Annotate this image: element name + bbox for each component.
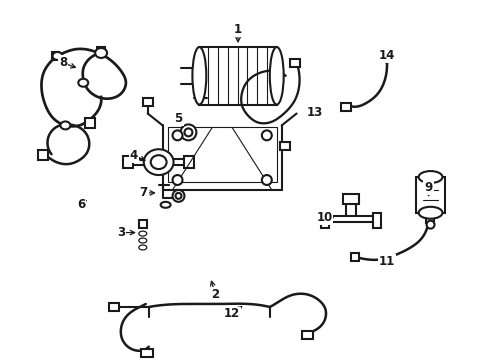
Circle shape bbox=[262, 130, 271, 140]
Bar bbox=[122, 156, 133, 168]
Bar bbox=[139, 220, 146, 228]
Circle shape bbox=[426, 221, 434, 229]
Ellipse shape bbox=[139, 231, 146, 236]
Bar bbox=[341, 103, 350, 111]
Text: 5: 5 bbox=[174, 112, 182, 125]
Text: 9: 9 bbox=[424, 181, 432, 194]
Bar bbox=[350, 253, 358, 261]
Circle shape bbox=[184, 129, 192, 136]
Ellipse shape bbox=[139, 238, 146, 243]
Bar bbox=[141, 349, 152, 357]
Text: 14: 14 bbox=[378, 49, 394, 63]
Ellipse shape bbox=[95, 48, 107, 58]
Circle shape bbox=[172, 130, 182, 140]
Ellipse shape bbox=[139, 245, 146, 250]
Text: 1: 1 bbox=[234, 23, 242, 36]
Text: 13: 13 bbox=[305, 106, 322, 119]
Circle shape bbox=[262, 175, 271, 185]
Bar bbox=[85, 118, 95, 129]
Text: 3: 3 bbox=[117, 226, 125, 239]
Bar bbox=[97, 47, 105, 53]
Text: 8: 8 bbox=[59, 57, 67, 69]
Ellipse shape bbox=[78, 79, 88, 87]
Ellipse shape bbox=[418, 171, 442, 183]
Ellipse shape bbox=[150, 155, 166, 169]
Text: 2: 2 bbox=[211, 288, 219, 301]
Bar bbox=[184, 156, 194, 168]
Bar bbox=[142, 98, 152, 105]
Ellipse shape bbox=[418, 207, 442, 219]
Text: 4: 4 bbox=[129, 149, 138, 162]
Bar bbox=[109, 303, 119, 311]
Circle shape bbox=[180, 125, 196, 140]
Bar bbox=[279, 142, 289, 150]
Text: 12: 12 bbox=[224, 307, 240, 320]
Bar bbox=[38, 150, 47, 160]
Ellipse shape bbox=[61, 121, 70, 129]
Bar bbox=[301, 331, 313, 339]
Text: 10: 10 bbox=[316, 211, 332, 224]
Ellipse shape bbox=[192, 47, 206, 105]
Bar bbox=[415, 177, 445, 213]
Bar bbox=[199, 47, 276, 105]
Circle shape bbox=[172, 190, 184, 202]
Text: 7: 7 bbox=[140, 186, 147, 199]
Ellipse shape bbox=[161, 202, 170, 208]
Bar bbox=[51, 52, 60, 60]
Ellipse shape bbox=[269, 47, 283, 105]
Bar bbox=[289, 59, 299, 67]
Bar bbox=[425, 215, 433, 223]
Bar bbox=[343, 194, 358, 204]
Bar bbox=[372, 213, 380, 228]
Bar bbox=[381, 53, 391, 61]
Ellipse shape bbox=[143, 149, 173, 175]
Bar bbox=[167, 127, 276, 182]
Text: 11: 11 bbox=[378, 255, 394, 268]
Circle shape bbox=[175, 193, 181, 199]
Bar bbox=[321, 213, 328, 228]
Circle shape bbox=[172, 175, 182, 185]
Text: 6: 6 bbox=[77, 198, 85, 211]
Ellipse shape bbox=[52, 52, 62, 60]
